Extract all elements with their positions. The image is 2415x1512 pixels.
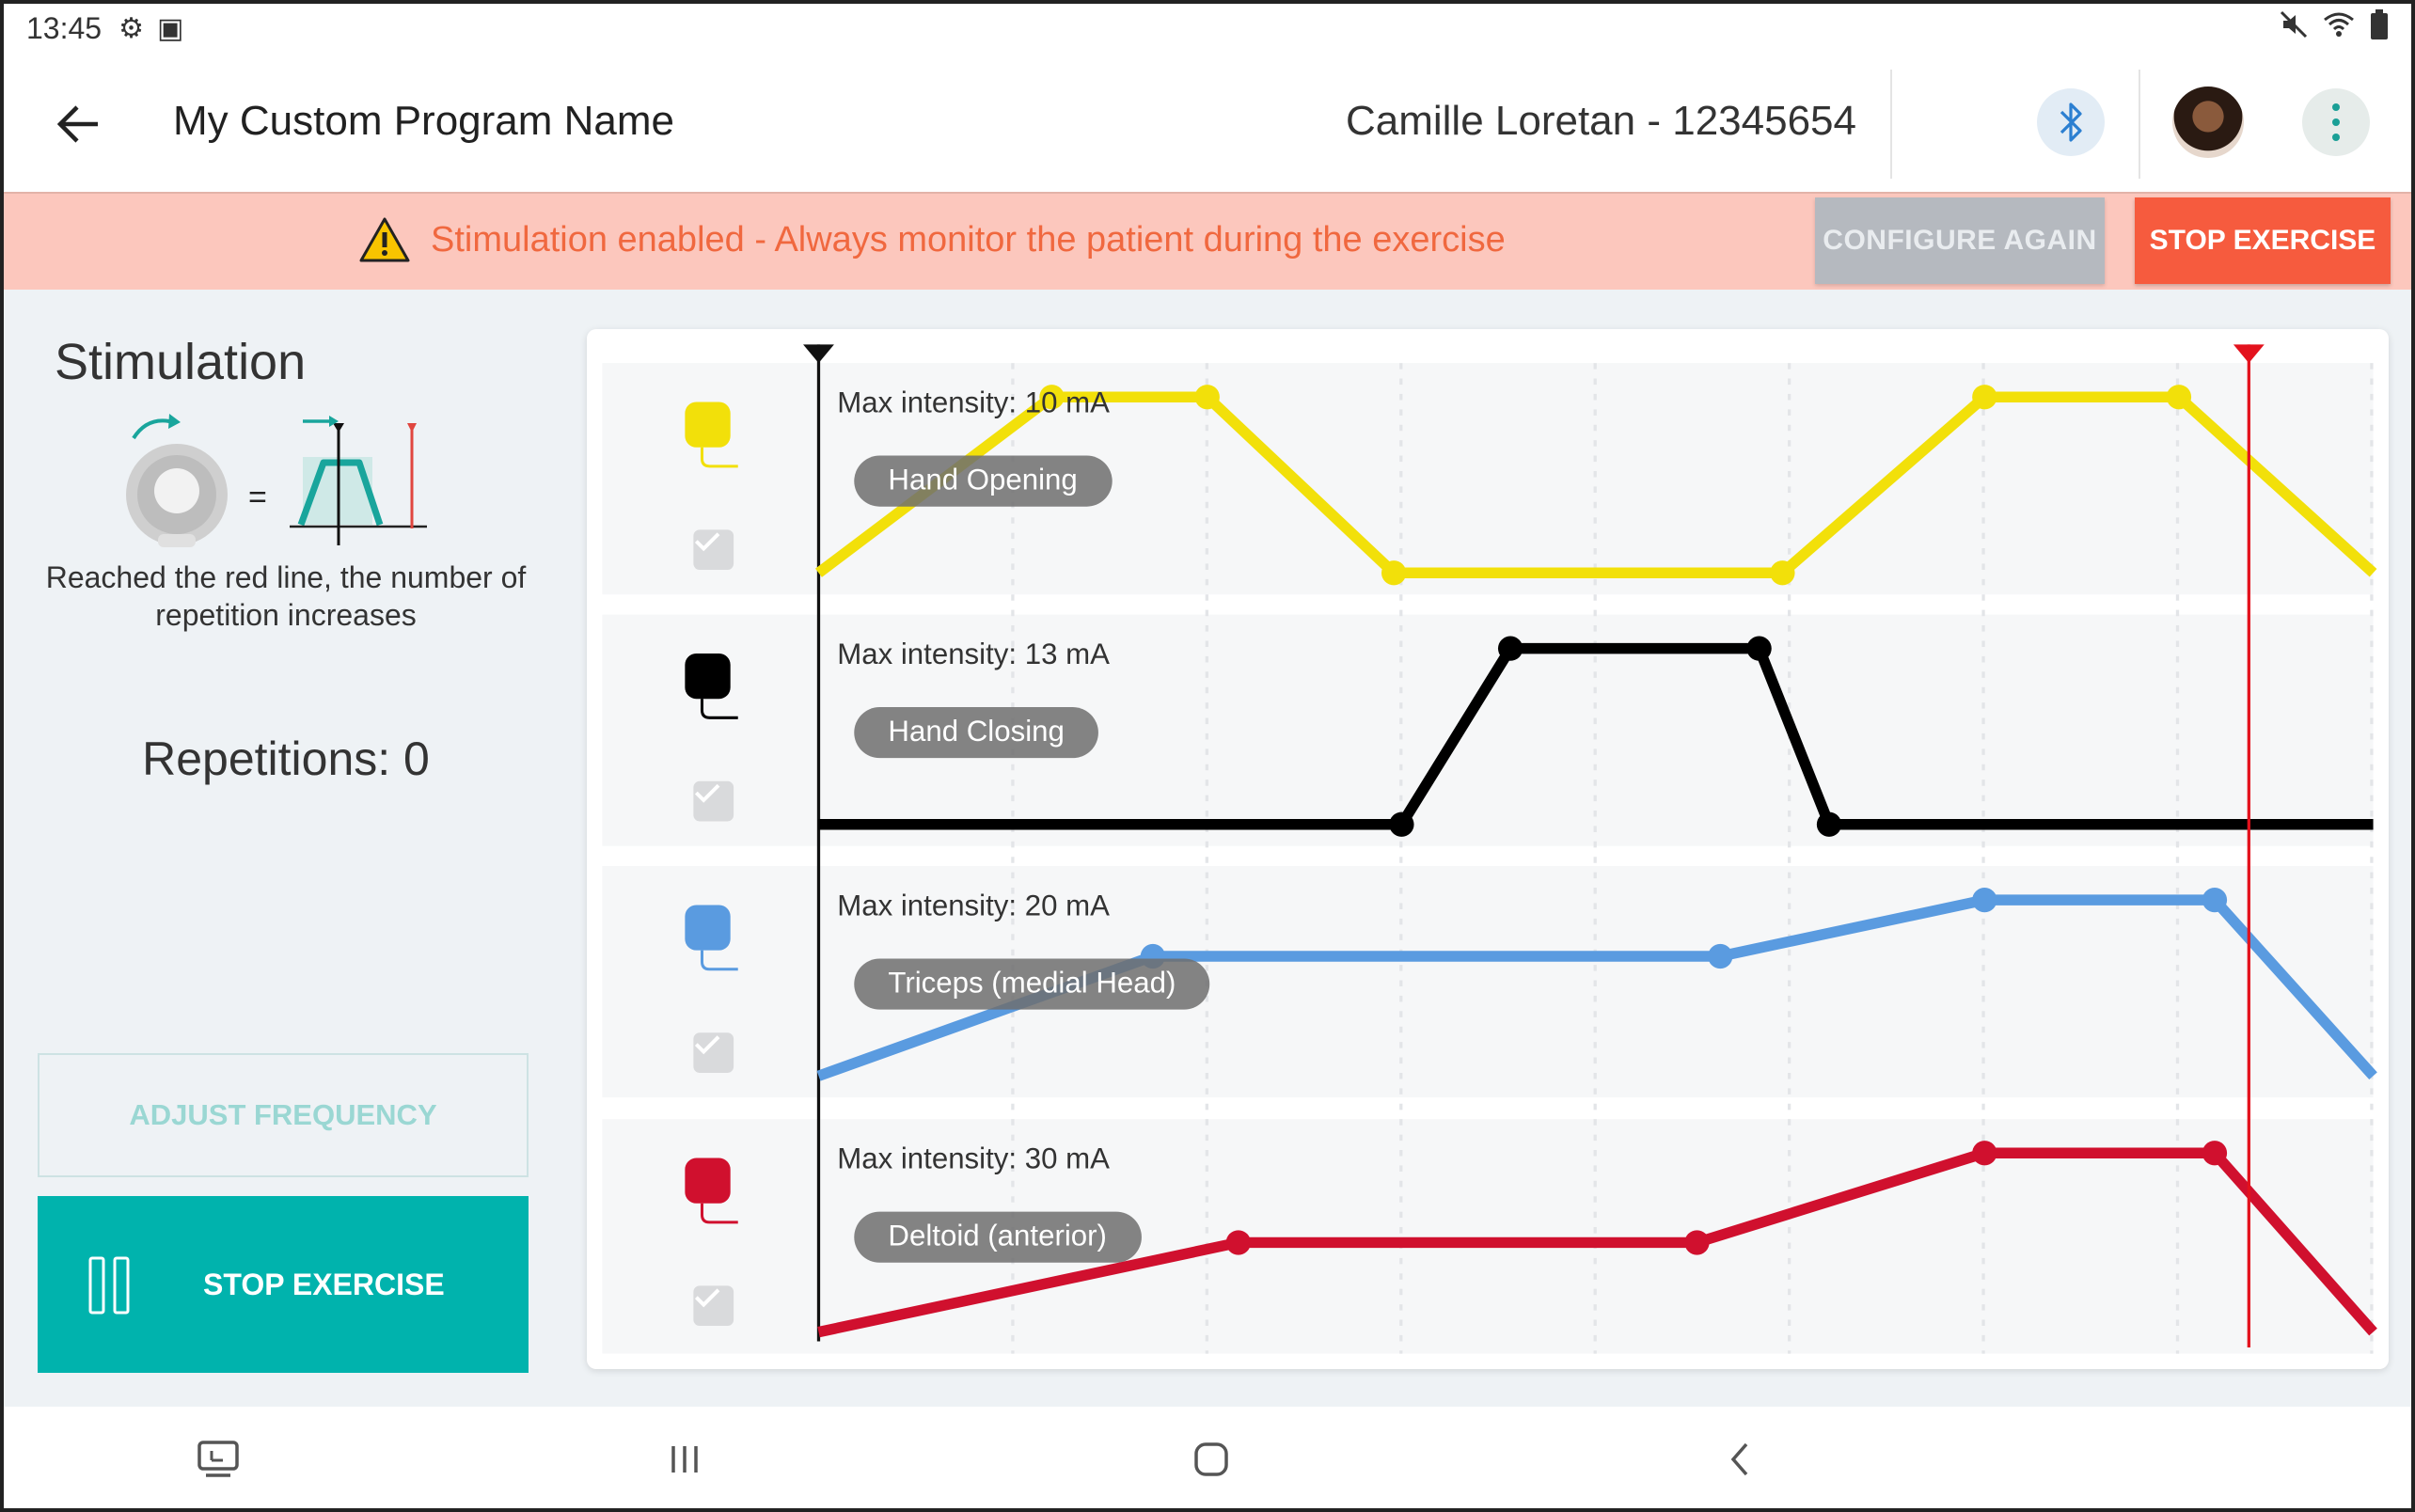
main-content: Stimulation = Reached the red line, the … — [4, 290, 2411, 1407]
channel-muscle-chip: Hand Closing — [854, 707, 1099, 759]
more-options-button[interactable] — [2302, 88, 2370, 156]
check-icon — [694, 783, 720, 803]
channel-curve — [815, 391, 2377, 579]
stimulation-title: Stimulation — [55, 334, 307, 390]
channel-curve — [817, 1147, 2377, 1338]
curve-point — [1770, 560, 1795, 586]
curve-point — [1972, 888, 1997, 913]
check-icon — [694, 1035, 720, 1055]
stimulation-illustration: = — [126, 414, 427, 547]
curve-point — [1972, 385, 1997, 410]
channel-muscle-chip: Deltoid (anterior) — [854, 1211, 1142, 1263]
wifi-icon — [2323, 10, 2355, 46]
stop-exercise-label: STOP EXERCISE — [203, 1268, 445, 1301]
keyboard-switch-button[interactable] — [192, 1433, 245, 1486]
curve-point — [1497, 636, 1523, 661]
start-marker-arrow — [803, 344, 834, 364]
screen-keyboard-icon — [197, 1441, 239, 1477]
chevron-left-icon — [1730, 1442, 1748, 1476]
curve-point — [2202, 1141, 2228, 1166]
electrode-icon — [681, 400, 748, 475]
back-button[interactable] — [49, 94, 109, 154]
user-avatar[interactable] — [2172, 87, 2244, 158]
curve-point — [1684, 1230, 1710, 1255]
channel-muscle-chip: Hand Opening — [854, 455, 1112, 507]
more-vertical-icon — [2332, 103, 2340, 141]
curve-point — [1972, 1141, 1997, 1166]
curve-point — [1039, 385, 1065, 410]
channel-muscle-chip: Triceps (medial Head) — [854, 958, 1210, 1010]
curve-point — [1816, 811, 1842, 837]
stimulation-description: Reached the red line, the number of repe… — [45, 560, 527, 632]
pause-icon — [88, 1256, 130, 1315]
home-button[interactable] — [1185, 1433, 1238, 1486]
configure-again-button[interactable]: CONFIGURE AGAIN — [1815, 197, 2105, 284]
channel-intensity-label: Max intensity: 13 mA — [837, 638, 1110, 672]
channel-intensity-label: Max intensity: 30 mA — [837, 1143, 1110, 1176]
check-icon — [694, 532, 720, 552]
divider — [2139, 70, 2140, 179]
channel-checkbox[interactable] — [693, 529, 734, 570]
arrow-left-icon — [56, 105, 98, 143]
svg-text:=: = — [248, 480, 267, 515]
repetitions-counter: Repetitions: 0 — [142, 732, 430, 785]
electrode-icon — [681, 1157, 748, 1232]
recent-apps-button[interactable] — [658, 1433, 711, 1486]
status-time: 13:45 — [26, 10, 103, 45]
stop-exercise-button[interactable]: STOP EXERCISE — [38, 1196, 529, 1373]
stop-exercise-top-button[interactable]: STOP EXERCISE — [2135, 197, 2391, 284]
warning-triangle-icon — [359, 217, 410, 262]
playhead-arrow — [2233, 344, 2265, 364]
bluetooth-button[interactable] — [2037, 88, 2105, 156]
curve-point — [1381, 560, 1407, 586]
curve-point — [1225, 1230, 1251, 1255]
check-icon — [694, 1288, 720, 1308]
home-icon — [1194, 1442, 1228, 1476]
settings-gear-icon: ⚙ — [118, 12, 144, 44]
channel-intensity-label: Max intensity: 10 mA — [837, 387, 1110, 420]
curve-point — [1746, 636, 1772, 661]
divider — [1890, 70, 1892, 179]
battery-icon — [2370, 9, 2389, 47]
ramp-trapezoid-icon — [290, 416, 427, 545]
system-nav-bar — [4, 1407, 2411, 1508]
curve-point — [1194, 385, 1220, 410]
status-bar: 13:45 ⚙ ▣ — [0, 0, 2415, 56]
recent-apps-icon — [671, 1446, 698, 1473]
rotary-knob-icon — [126, 414, 228, 547]
channel-checkbox[interactable] — [693, 780, 734, 822]
curve-point — [1708, 943, 1733, 969]
electrode-icon — [681, 652, 748, 727]
mute-icon — [2280, 10, 2308, 46]
channel-intensity-label: Max intensity: 20 mA — [837, 890, 1110, 923]
warning-banner: Stimulation enabled - Always monitor the… — [4, 192, 2411, 290]
curve-point — [1389, 811, 1414, 837]
channel-checkbox[interactable] — [693, 1285, 734, 1327]
adjust-frequency-button[interactable]: ADJUST FREQUENCY — [38, 1053, 529, 1177]
channel-checkbox[interactable] — [693, 1032, 734, 1073]
patient-name: Camille Loretan - 12345654 — [1345, 98, 1856, 144]
stimulation-chart-card: Max intensity: 10 mA Hand Opening Max inte… — [587, 329, 2389, 1369]
screenshot-icon: ▣ — [156, 12, 184, 44]
warning-text: Stimulation enabled - Always monitor the… — [431, 220, 1506, 260]
app-bar: My Custom Program Name Camille Loretan -… — [0, 56, 2415, 192]
curve-point — [2166, 385, 2192, 410]
electrode-icon — [681, 903, 748, 978]
channel-curve — [818, 642, 2374, 830]
program-title: My Custom Program Name — [173, 98, 675, 144]
system-back-button[interactable] — [1713, 1433, 1766, 1486]
bluetooth-icon — [2060, 102, 2082, 142]
curve-point — [2202, 888, 2228, 913]
